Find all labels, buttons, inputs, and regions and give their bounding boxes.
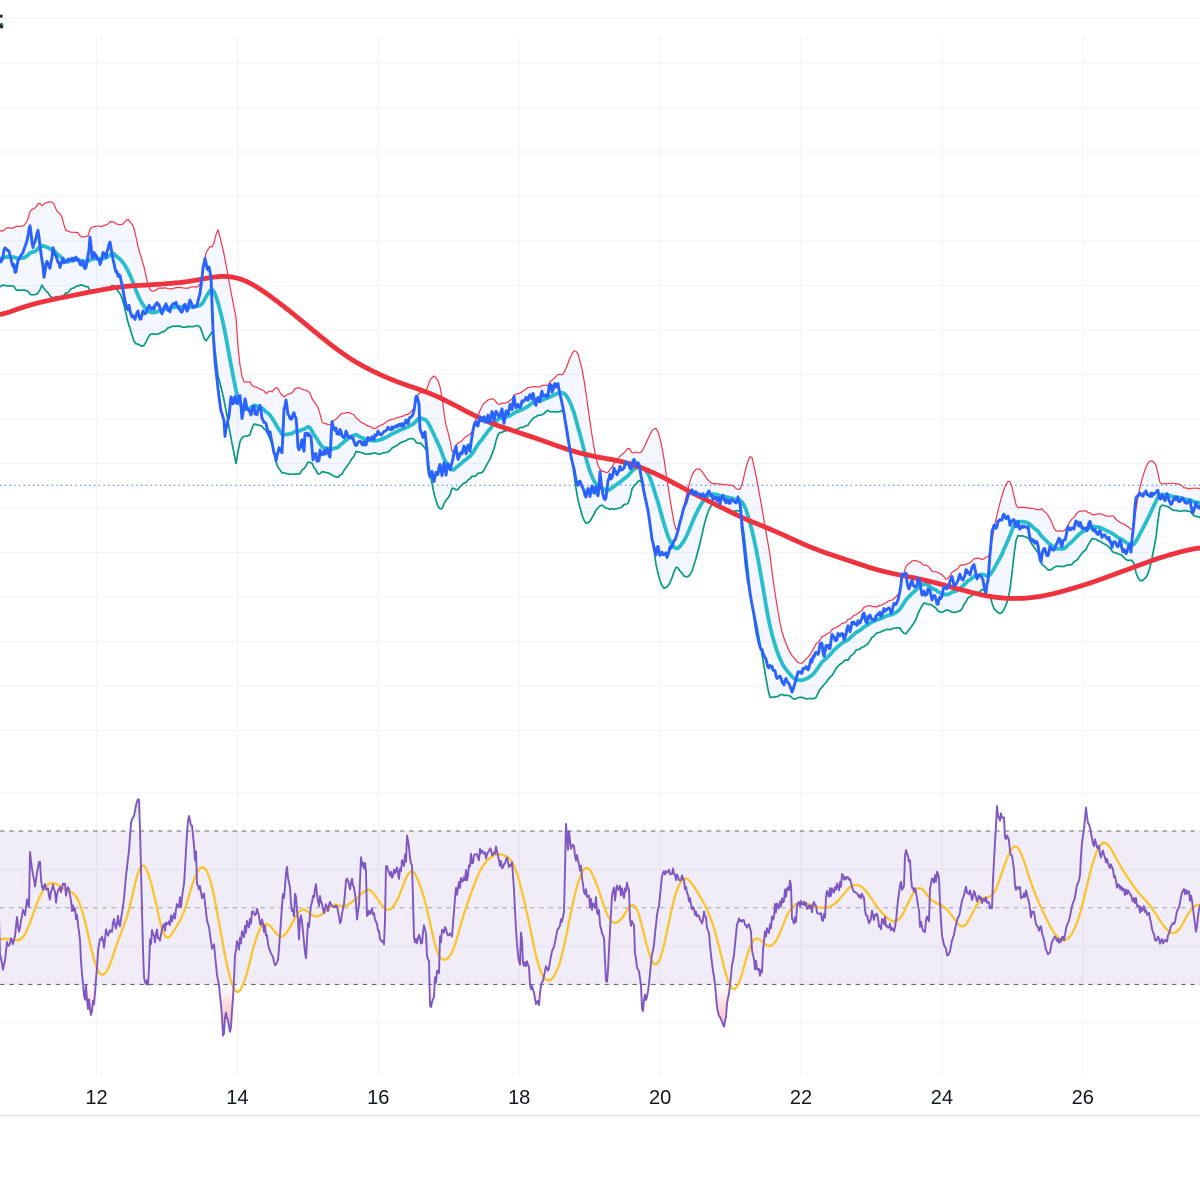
svg-text:20: 20: [649, 1087, 671, 1109]
svg-text:14: 14: [226, 1087, 248, 1109]
svg-text:22: 22: [790, 1087, 812, 1109]
svg-text:26: 26: [1072, 1087, 1094, 1109]
svg-text:18: 18: [508, 1087, 530, 1109]
svg-text:24: 24: [931, 1087, 953, 1109]
svg-text:16: 16: [367, 1087, 389, 1109]
svg-text:12: 12: [85, 1087, 107, 1109]
